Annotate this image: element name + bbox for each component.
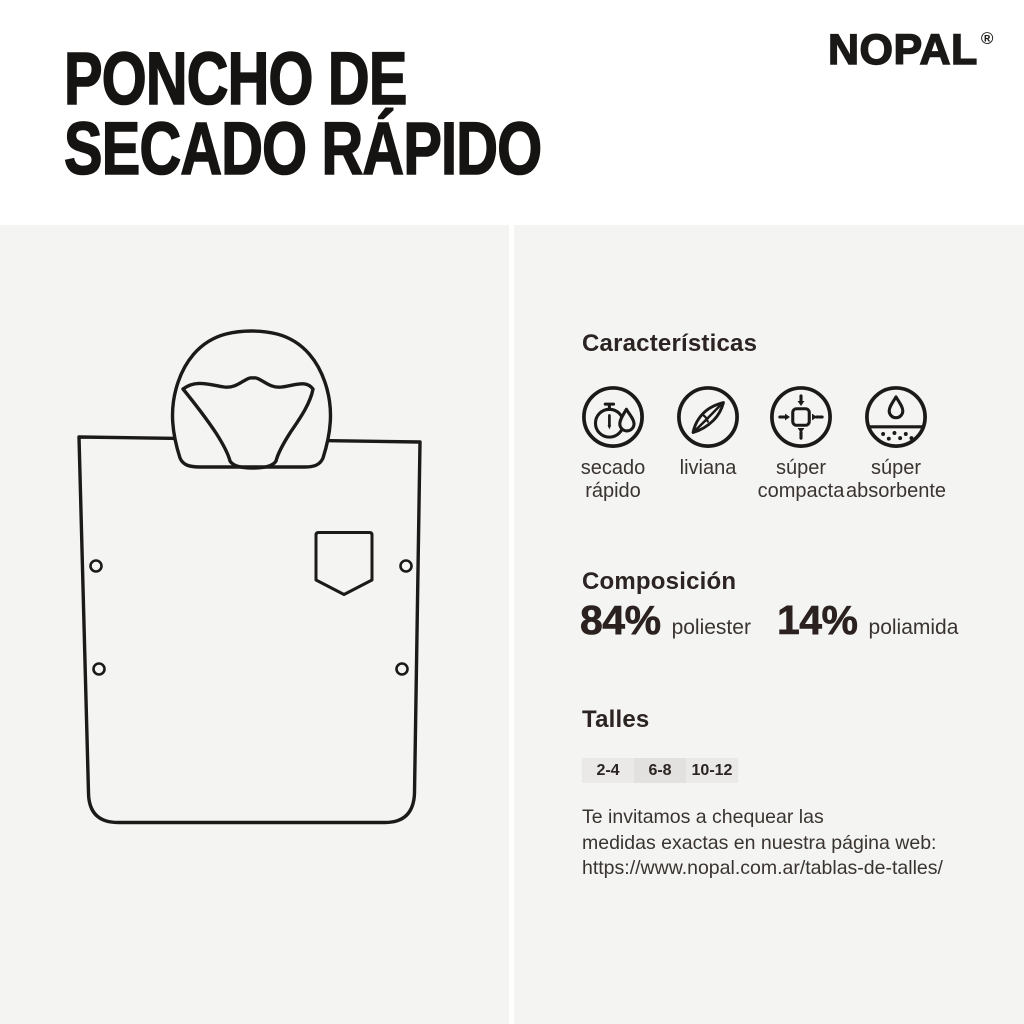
absorbent-drop-icon [865,386,927,448]
feature-label: liviana [679,457,737,479]
feature-lightweight: liviana [653,384,763,480]
feature-compact: súper compacta [746,384,856,503]
specs-panel: Características secado rápido liviana [514,225,1024,1024]
feature-quick-dry: secado rápido [558,384,668,503]
composition-values: 84% poliester 14% poliamida [580,597,959,644]
page-title: PONCHO DE SECADO RÁPIDO [63,41,542,187]
note-line: medidas exactas en nuestra página web: [582,831,937,854]
brand-logo: NOPAL ® [827,25,993,75]
composition-percent: 84% [580,597,662,644]
quick-dry-stopwatch-drop-icon [582,386,644,448]
size-option-6-8[interactable]: 6-8 [634,758,686,783]
page-title-line1: PONCHO DE [63,37,408,120]
size-option-2-4[interactable]: 2-4 [582,758,634,783]
size-options: 2-4 6-8 10-12 [582,758,738,783]
registered-trademark-icon: ® [980,29,994,48]
sizes-heading: Talles [582,706,650,733]
illustration-panel [0,225,509,1024]
poncho-body-outline [77,435,422,825]
snap-button [399,559,413,573]
features-heading: Características [582,330,758,357]
size-chart-note: Te invitamos a chequear las medidas exac… [582,805,943,882]
feature-label: secado rápido [580,457,646,502]
composition-material: poliester [671,616,751,639]
brand-name: NOPAL [827,25,978,74]
snap-button [89,559,103,573]
poncho-pocket [314,531,374,596]
composition-material: poliamida [868,616,959,639]
snap-button [395,662,409,676]
page-title-line2: SECADO RÁPIDO [63,107,542,190]
composition-percent: 14% [776,597,859,644]
snap-button [92,662,106,676]
feature-label: súper compacta [757,457,845,502]
composition-heading: Composición [582,568,737,595]
feature-label: súper absorbente [845,457,947,502]
compress-arrows-icon [770,386,832,448]
size-option-10-12[interactable]: 10-12 [686,758,738,783]
poncho-hood-outline [170,329,333,469]
feature-absorbent: súper absorbente [841,384,951,503]
note-line: Te invitamos a chequear las [582,806,824,828]
poncho-face-opening [181,376,315,470]
poncho-illustration [77,329,422,825]
size-chart-url-link[interactable]: https://www.nopal.com.ar/tablas-de-talle… [582,857,943,879]
feather-icon [677,386,739,448]
